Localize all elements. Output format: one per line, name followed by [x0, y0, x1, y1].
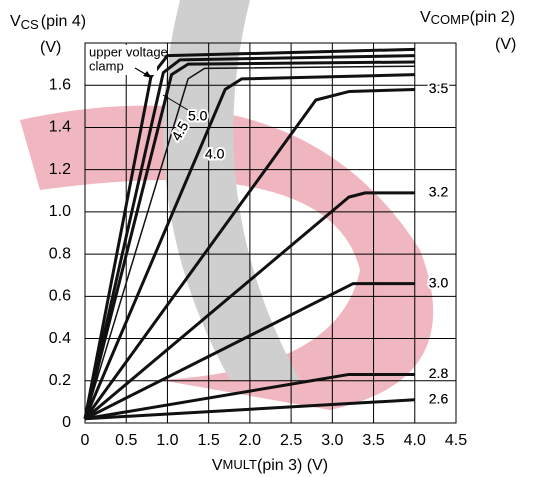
- curve-label: 5.0: [188, 108, 208, 124]
- annotation-arrowhead: [143, 71, 152, 78]
- curve-label: 5.0: [188, 108, 208, 124]
- curve-label: 3.0: [429, 274, 449, 290]
- x-tick-label: 4.5: [445, 432, 467, 449]
- series-line: [84, 191, 415, 420]
- curve-label: 3.2: [429, 184, 449, 200]
- watermark: [20, 0, 434, 410]
- curve-label: 2.6: [429, 390, 449, 406]
- series-line: [83, 73, 415, 420]
- curve-label: 2.8: [429, 365, 449, 381]
- series-line: [83, 54, 415, 420]
- y-tick-label: 0.8: [49, 245, 71, 262]
- curve-label: 2.6: [429, 390, 449, 406]
- curve-label: 3.0: [429, 274, 449, 290]
- x-tick-label: 3.0: [321, 432, 343, 449]
- x-tick-label: 2.5: [280, 432, 302, 449]
- y-axis-unit: (V): [40, 39, 61, 56]
- y-axis-label: VCS (pin 4): [10, 13, 86, 32]
- x-tick-label: 1.5: [198, 432, 220, 449]
- legend-title: VCOMP(pin 2): [420, 9, 515, 27]
- series-line: [83, 60, 415, 420]
- curve-label: 3.2: [429, 184, 449, 200]
- x-tick-label: 0.5: [115, 432, 137, 449]
- y-tick-label: 0.4: [49, 330, 71, 347]
- watermark-shape: [20, 105, 434, 410]
- y-tick-label: 0.2: [49, 372, 71, 389]
- curve-label: 2.8: [429, 365, 449, 381]
- curve-label: 4.0: [205, 146, 225, 162]
- curve-label: 4.0: [205, 146, 225, 162]
- annotation: clamp: [89, 58, 124, 73]
- legend-unit: (V): [495, 36, 516, 53]
- x-tick-label: 1.0: [156, 432, 178, 449]
- curve-label: 3.5: [429, 80, 449, 96]
- curve-label: 3.5: [429, 80, 449, 96]
- annotation-box: [87, 45, 157, 75]
- y-tick-label: 0.6: [49, 288, 71, 305]
- pointer: [162, 94, 189, 111]
- watermark-shape: [163, 0, 300, 380]
- x-tick-label: 2.0: [239, 432, 261, 449]
- series-line: [84, 372, 415, 421]
- y-tick-label: 0: [62, 414, 71, 431]
- annotation: upper voltage: [89, 44, 168, 59]
- series-line: [84, 398, 415, 421]
- x-tick-label: 3.5: [362, 432, 384, 449]
- y-tick-label: 1.4: [49, 119, 71, 136]
- x-tick-label: 0: [81, 432, 90, 449]
- series-line: [83, 47, 415, 420]
- series-line: [84, 282, 415, 421]
- x-tick-label: 4.0: [404, 432, 426, 449]
- plot-area: 0 0.5 1.0 1.5 2.0 2.5 3.0 3.5 4.0 4.5 0 0.2 0.4 0.6 0.…: [49, 42, 467, 449]
- series-line: [84, 65, 415, 419]
- x-axis-label: VMULT(pin 3) (V): [212, 457, 328, 474]
- y-tick-label: 1.0: [49, 203, 71, 220]
- y-tick-label: 1.6: [49, 76, 71, 93]
- y-tick-label: 1.2: [49, 161, 71, 178]
- series-line: [83, 87, 415, 420]
